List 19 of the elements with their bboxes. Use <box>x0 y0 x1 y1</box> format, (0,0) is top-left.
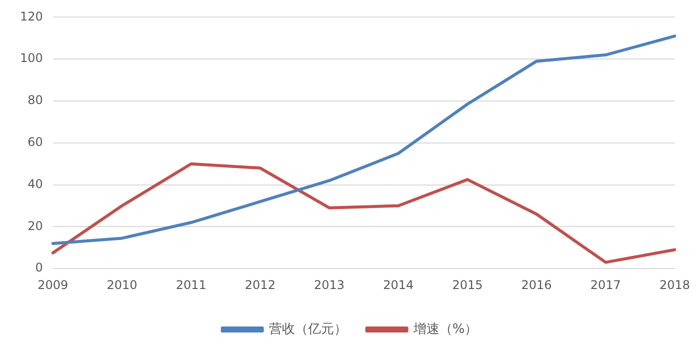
y-tick-label: 40 <box>28 176 43 191</box>
x-tick-label: 2014 <box>383 278 414 292</box>
legend-label: 增速（%） <box>412 322 478 337</box>
x-tick-label: 2009 <box>38 278 68 292</box>
y-tick-label: 80 <box>28 93 43 108</box>
x-tick-label: 2015 <box>452 278 483 292</box>
x-tick-label: 2011 <box>176 278 206 292</box>
x-tick-label: 2017 <box>590 278 621 292</box>
y-tick-label: 60 <box>28 135 43 150</box>
x-tick-label: 2012 <box>244 278 276 292</box>
x-tick-label: 2018 <box>659 278 690 292</box>
y-tick-label: 0 <box>35 260 43 275</box>
y-tick-label: 100 <box>20 51 43 66</box>
y-tick-label: 20 <box>28 218 43 233</box>
legend-label: 营收（亿元） <box>268 322 347 337</box>
x-tick-label: 2016 <box>521 278 552 292</box>
x-tick-label: 2013 <box>314 278 345 292</box>
y-tick-label: 120 <box>20 9 43 24</box>
x-tick-label: 2010 <box>106 278 138 292</box>
